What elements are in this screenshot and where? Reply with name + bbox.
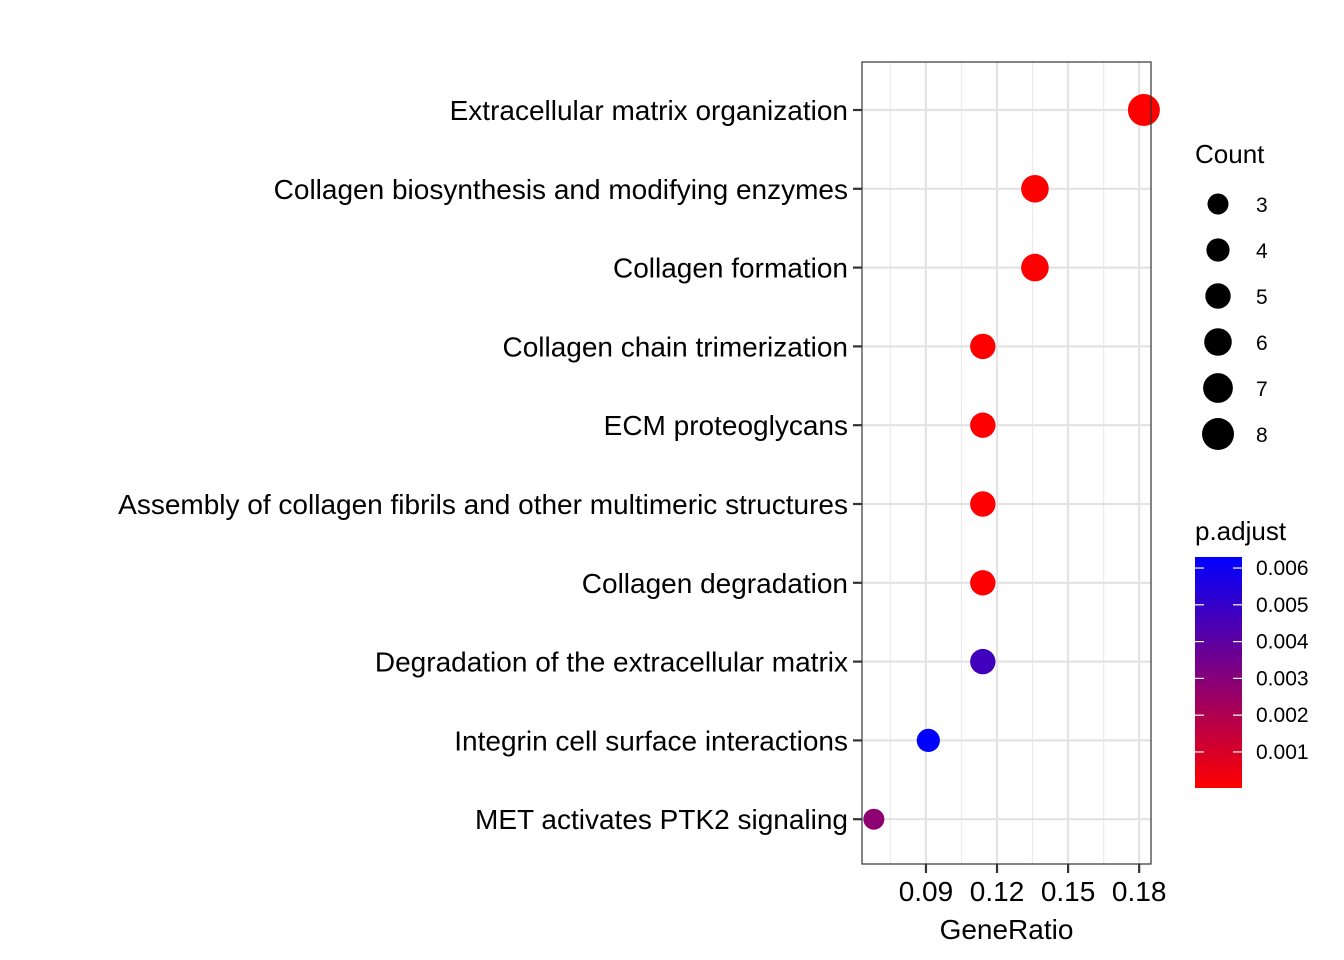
count-legend-key — [1203, 373, 1233, 403]
data-point — [916, 728, 940, 753]
data-point — [970, 333, 996, 360]
padjust-legend: p.adjust 0.006 0.005 0.004 0.003 0.002 0.001 — [1195, 516, 1309, 788]
x-tick-label: 0.18 — [1112, 876, 1167, 907]
plot-grid — [862, 62, 1151, 864]
count-legend-label: 5 — [1256, 286, 1268, 309]
count-legend-label: 3 — [1256, 194, 1268, 217]
count-legend-label: 4 — [1256, 240, 1268, 263]
count-legend-key — [1206, 238, 1230, 262]
data-point — [1127, 94, 1160, 126]
x-tick-label: 0.09 — [899, 876, 954, 907]
y-tick-label: ECM proteoglycans — [604, 410, 848, 441]
data-point — [863, 808, 885, 830]
count-legend: Count 3 4 5 6 7 8 — [1195, 139, 1268, 450]
padjust-legend-title: p.adjust — [1195, 516, 1287, 546]
y-tick-label: Collagen degradation — [582, 568, 848, 599]
data-point — [1021, 175, 1049, 203]
count-legend-key — [1204, 328, 1232, 356]
count-legend-label: 6 — [1256, 332, 1268, 355]
colorbar-tick-label: 0.006 — [1256, 557, 1309, 580]
colorbar-tick-label: 0.004 — [1256, 631, 1309, 654]
x-axis: 0.09 0.12 0.15 0.18 — [899, 864, 1167, 907]
colorbar-tick-label: 0.001 — [1256, 741, 1309, 764]
y-tick-label: Collagen biosynthesis and modifying enzy… — [274, 174, 848, 205]
y-tick-label: Assembly of collagen fibrils and other m… — [118, 489, 848, 520]
y-tick-label: Collagen formation — [613, 253, 848, 284]
data-point — [970, 491, 996, 517]
x-tick-label: 0.15 — [1041, 876, 1096, 907]
colorbar-tick-label: 0.005 — [1256, 594, 1309, 617]
count-legend-label: 7 — [1256, 378, 1268, 401]
y-tick-label: Integrin cell surface interactions — [454, 725, 848, 756]
plot-panel-border — [861, 61, 1152, 865]
padjust-colorbar — [1195, 557, 1242, 788]
x-axis-title: GeneRatio — [940, 914, 1074, 945]
y-tick-label: Degradation of the extracellular matrix — [375, 647, 848, 678]
y-axis: Extracellular matrix organization Collage… — [118, 95, 862, 835]
x-tick-label: 0.12 — [970, 876, 1025, 907]
data-point — [1021, 253, 1049, 282]
count-legend-key — [1205, 283, 1231, 309]
colorbar-tick-label: 0.003 — [1256, 667, 1309, 690]
data-point — [970, 648, 996, 675]
count-legend-title: Count — [1195, 139, 1265, 169]
count-legend-label: 8 — [1256, 424, 1268, 447]
y-tick-label: MET activates PTK2 signaling — [475, 804, 848, 835]
y-tick-label: Collagen chain trimerization — [502, 331, 848, 362]
data-point — [970, 570, 996, 596]
y-tick-label: Extracellular matrix organization — [450, 95, 848, 126]
colorbar-tick-label: 0.002 — [1256, 704, 1309, 727]
data-point — [970, 412, 996, 438]
count-legend-key — [1202, 418, 1234, 450]
count-legend-key — [1207, 193, 1229, 215]
data-points — [863, 94, 1160, 830]
